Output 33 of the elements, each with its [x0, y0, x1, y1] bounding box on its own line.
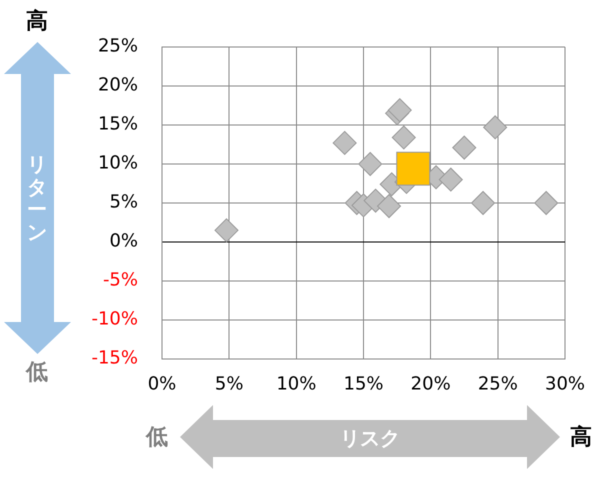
point — [534, 191, 558, 215]
point — [358, 152, 382, 176]
text: 高 — [570, 424, 592, 452]
point — [377, 194, 402, 218]
text: 低 — [26, 360, 48, 386]
y-tick-label: -5% — [102, 270, 138, 291]
point — [471, 191, 496, 215]
point — [483, 115, 508, 140]
point — [392, 125, 416, 150]
x-tick-label: 0% — [148, 373, 176, 394]
y-tick-label: 15% — [98, 114, 138, 135]
text: 低 — [146, 424, 168, 452]
y-tick-label: -15% — [91, 348, 138, 369]
x-tick-label: 20% — [410, 373, 451, 394]
point — [438, 168, 463, 192]
point — [396, 152, 430, 186]
y-tick-label: 5% — [109, 192, 138, 213]
point — [332, 130, 357, 155]
y-tick-label: 25% — [98, 36, 138, 57]
x-tick-label: 25% — [478, 373, 518, 394]
y-tick-label: 10% — [98, 152, 138, 174]
text: 高 — [26, 8, 48, 36]
y-tick-label: 0% — [109, 230, 138, 252]
point — [452, 136, 476, 160]
y-tick-label: 20% — [98, 74, 138, 96]
y-tick-label: -10% — [91, 308, 138, 330]
y-axis-title: リターン — [26, 152, 48, 244]
point — [214, 218, 238, 242]
x-tick-label: 10% — [276, 373, 316, 394]
x-axis-title: リスク — [340, 426, 400, 450]
x-tick-label: 15% — [343, 373, 384, 394]
x-tick-label: 30% — [544, 373, 586, 394]
x-tick-label: 5% — [214, 373, 244, 394]
